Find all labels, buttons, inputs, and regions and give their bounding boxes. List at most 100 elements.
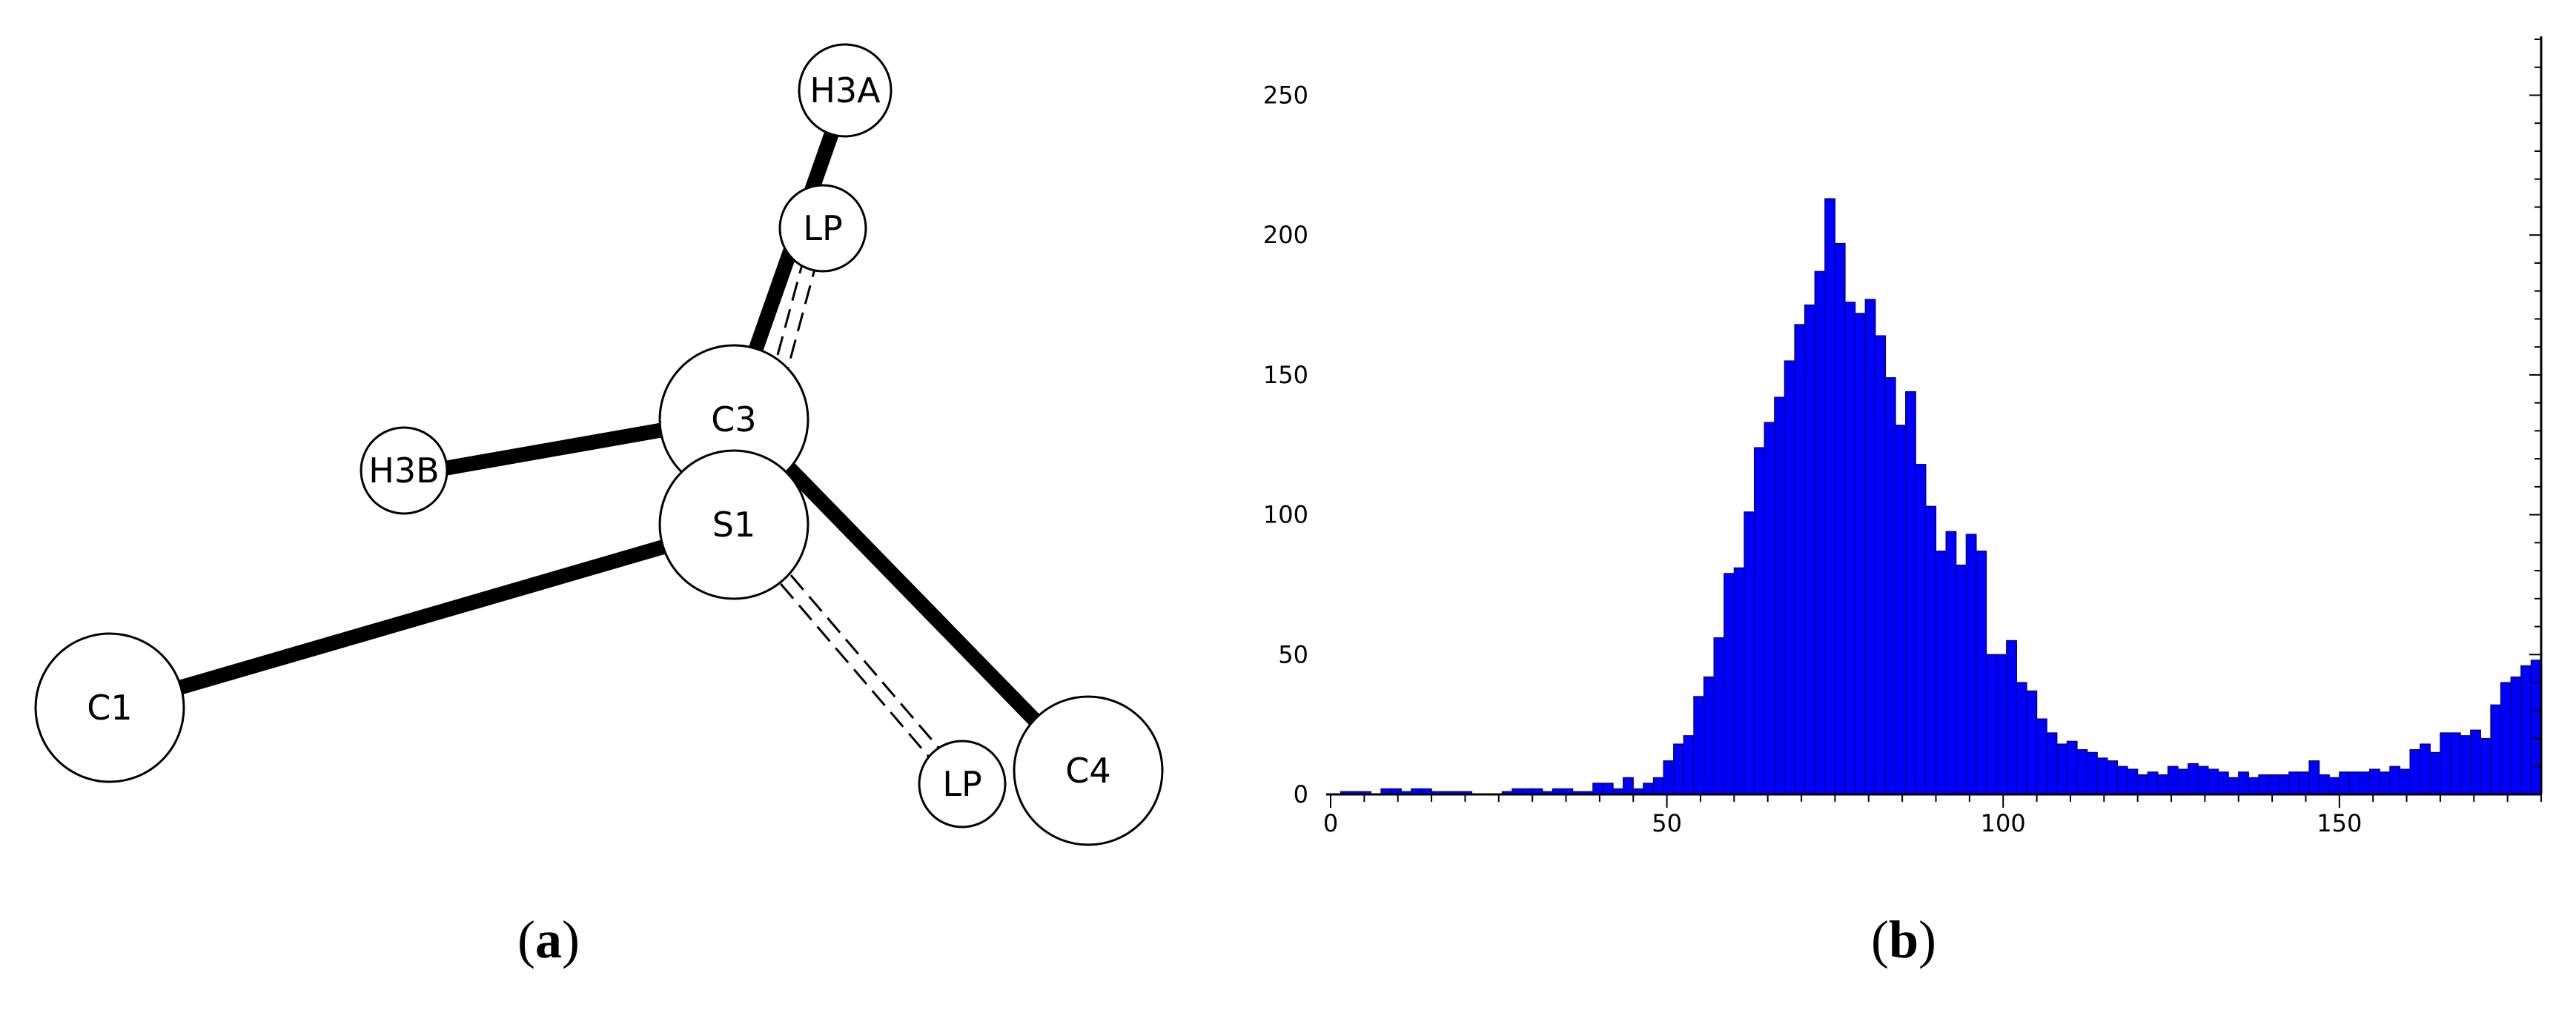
atom-layer: H3A LP C3 H3B S1 C1 LP C4 xyxy=(34,43,1164,846)
y-tick-label: 250 xyxy=(1263,81,1308,109)
bond-c3-h3b xyxy=(437,422,671,476)
histogram-bar xyxy=(2449,732,2461,795)
histogram-bar xyxy=(1824,198,1836,795)
histogram-bar xyxy=(2470,729,2481,795)
histogram-bar xyxy=(1663,760,1675,795)
panel-b-histogram: 0 50 100 150 0 50 100 150 200 250 (b) xyxy=(1263,36,2543,969)
histogram-bar xyxy=(2339,771,2351,795)
atom-label: C1 xyxy=(87,688,132,728)
atom-label: S1 xyxy=(712,505,755,545)
histogram-bar xyxy=(2116,765,2128,795)
atom-circle xyxy=(658,449,809,600)
histogram-bar xyxy=(1956,564,1967,795)
bond-s1-lp2-stroke xyxy=(789,574,941,751)
histogram-bar xyxy=(2460,735,2471,795)
atom-label: LP xyxy=(942,764,981,804)
bond-s1-lp2 xyxy=(780,574,941,760)
histogram-bar xyxy=(2268,774,2279,795)
chart-axes: 0 50 100 150 0 50 100 150 200 250 xyxy=(1263,36,2543,837)
x-tick-label: 0 xyxy=(1323,809,1338,837)
atom-circle xyxy=(798,43,893,138)
histogram-bar xyxy=(2046,732,2058,795)
y-tick-label: 100 xyxy=(1263,501,1308,529)
histogram-bar xyxy=(2530,660,2542,795)
histogram-bar xyxy=(1965,534,1977,795)
histogram-bar xyxy=(2319,774,2330,795)
histogram-bar xyxy=(1602,783,1614,795)
histogram-bar xyxy=(2359,771,2371,795)
histogram-bar xyxy=(2036,718,2047,795)
histogram-bar xyxy=(2238,771,2249,795)
atom-circle xyxy=(778,184,867,273)
histogram-bar xyxy=(2167,765,2179,795)
bond-s1-c1 xyxy=(172,539,671,695)
atom-circle xyxy=(1013,695,1164,846)
histogram-bar xyxy=(1905,391,1916,795)
y-tick-label: 150 xyxy=(1263,361,1308,389)
histogram-bar xyxy=(1884,377,1896,795)
histogram-bar xyxy=(1976,551,1987,795)
histogram-bar xyxy=(2147,771,2159,795)
histogram-bar xyxy=(1643,783,1655,795)
histogram-bar xyxy=(1733,567,1745,795)
histogram-bar xyxy=(1996,654,2007,795)
histogram-bar xyxy=(2298,771,2310,795)
histogram-bar xyxy=(1652,777,1664,795)
atom-circle xyxy=(360,426,448,515)
panel-a-letter: a xyxy=(535,910,562,969)
histogram-bar xyxy=(1804,304,1815,795)
histogram-bar xyxy=(2510,676,2522,795)
bond-s1-lp2-stroke xyxy=(780,582,932,760)
histogram-bar xyxy=(1774,396,1785,795)
histogram-bar xyxy=(2177,768,2189,795)
histogram-bar xyxy=(2217,771,2229,795)
histogram-bar xyxy=(2409,749,2421,795)
atom-c1: C1 xyxy=(34,632,185,783)
atom-lp2: LP xyxy=(918,740,1007,828)
bond-s1-c4 xyxy=(782,461,1047,732)
histogram-bar xyxy=(2278,774,2290,795)
histogram-bar xyxy=(2248,777,2259,795)
histogram-bar xyxy=(2500,682,2512,795)
atom-label: H3B xyxy=(368,451,439,491)
histogram-bar xyxy=(1935,551,1947,795)
histogram-bar xyxy=(1592,783,1604,795)
histogram-bar xyxy=(1683,735,1695,795)
x-tick-label: 50 xyxy=(1652,809,1682,837)
histogram-bar xyxy=(2076,749,2088,795)
histogram-bar xyxy=(2228,777,2239,795)
panel-b-letter: b xyxy=(1889,910,1918,969)
histogram-bar xyxy=(1693,696,1705,795)
histogram-bar xyxy=(1724,573,1735,795)
atom-label: C3 xyxy=(711,399,756,439)
histogram-bar xyxy=(1925,505,1937,795)
histogram-bar xyxy=(1985,654,1997,795)
panel-b-label: (b) xyxy=(1871,910,1936,969)
histogram-bar xyxy=(1855,313,1866,795)
histogram-bar xyxy=(1703,676,1715,795)
histogram-bar xyxy=(1784,360,1795,795)
atom-label: H3A xyxy=(809,70,881,110)
histogram-bar xyxy=(2127,768,2139,795)
x-tick-label: 150 xyxy=(2317,809,2362,837)
bond-layer xyxy=(172,126,1047,760)
histogram-bar xyxy=(2308,760,2320,795)
histogram-bar xyxy=(2096,757,2108,795)
histogram-bar xyxy=(2006,640,2017,795)
histogram-bar xyxy=(2399,768,2411,795)
panel-a-molecule: H3A LP C3 H3B S1 C1 LP C4 (a) xyxy=(34,43,1164,969)
histogram-bar xyxy=(2208,768,2219,795)
histogram-bar xyxy=(2137,774,2148,795)
histogram-bar xyxy=(2420,743,2431,795)
histogram-bar xyxy=(1844,302,1856,795)
histogram-bar xyxy=(2066,740,2078,795)
x-tick-label: 100 xyxy=(1981,809,2026,837)
atom-c3: C3 xyxy=(658,344,809,495)
histogram-bar xyxy=(1834,242,1846,795)
histogram-bar xyxy=(1915,464,1927,795)
histogram-bar xyxy=(1623,777,1634,795)
histogram-bar xyxy=(1753,447,1765,795)
histogram-bar xyxy=(2490,704,2502,795)
histogram-bar xyxy=(2107,760,2119,795)
